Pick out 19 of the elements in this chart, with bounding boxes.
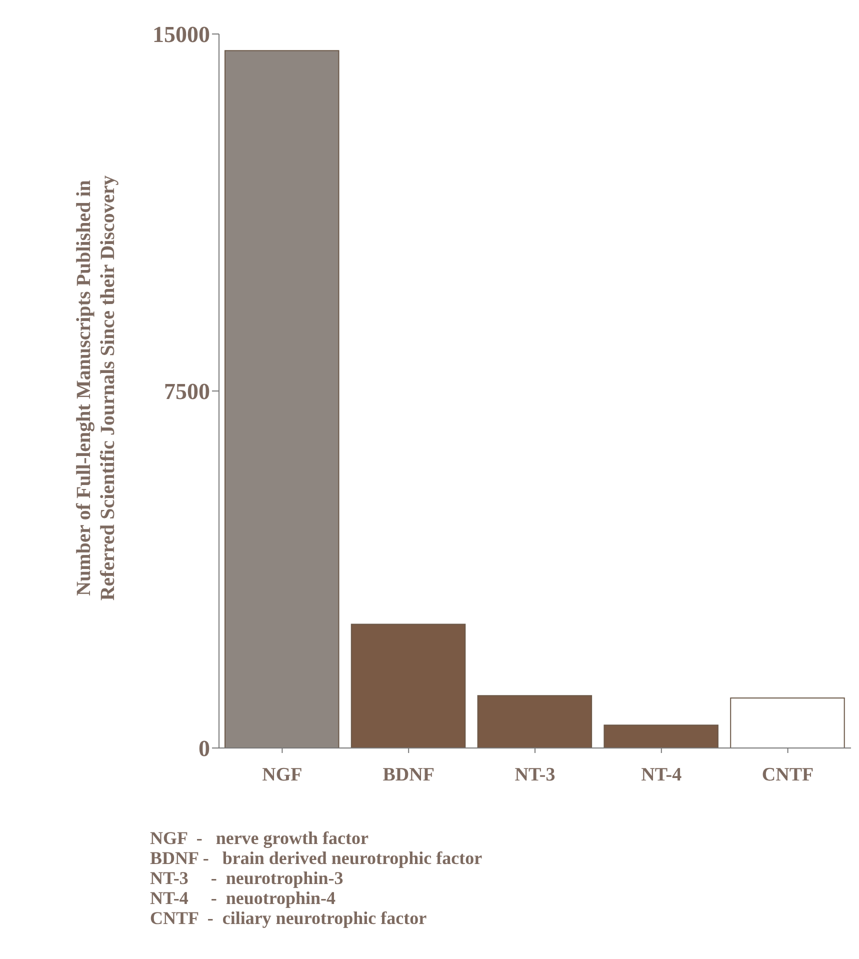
text: CNTF - ciliary neurotrophic factor	[150, 908, 428, 928]
y-tick-label: 0	[198, 736, 210, 762]
x-tick-label: NT-3	[514, 764, 556, 786]
x-tick-label: CNTF	[762, 764, 814, 786]
bar	[477, 695, 592, 748]
y-tick-label: 7500	[164, 379, 210, 404]
bar	[224, 50, 340, 748]
bar	[350, 624, 466, 748]
bar	[604, 724, 718, 748]
text: BDNF - brain derived neurotrophic factor	[150, 848, 482, 868]
bar	[730, 698, 845, 748]
text: NT-4 - neuotrophin-4	[150, 888, 337, 908]
text: NT-3 - neurotrophin-3	[150, 868, 344, 888]
x-tick-label: NGF	[262, 764, 302, 786]
y-tick-label: 15000	[152, 22, 210, 48]
y-axis-title: Number of Full-lenght Manuscripts Published in Referred Scientific Journals Since their Discovery	[72, 174, 120, 603]
text: NGF - nerve growth factor	[150, 828, 370, 848]
x-tick-label: NT-4	[641, 764, 682, 786]
x-tick-label: BDNF	[382, 764, 434, 786]
